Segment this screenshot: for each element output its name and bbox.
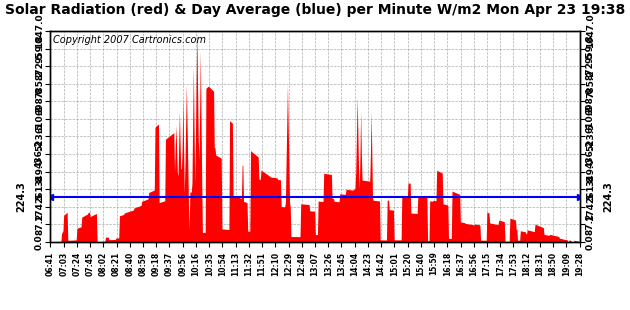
Text: 349.0: 349.0 [35,157,44,186]
Text: 872.5: 872.5 [35,52,44,80]
Text: 261.8: 261.8 [586,175,595,203]
Text: 698.0: 698.0 [586,87,595,115]
Text: 610.8: 610.8 [35,105,44,133]
Text: 959.8: 959.8 [35,34,44,63]
Text: 174.5: 174.5 [35,192,44,221]
Text: 349.0: 349.0 [586,157,595,186]
Text: 523.5: 523.5 [586,122,595,151]
Text: 872.5: 872.5 [586,52,595,80]
Text: 785.2: 785.2 [35,69,44,98]
Text: 1047.0: 1047.0 [35,14,44,48]
Text: 610.8: 610.8 [586,105,595,133]
Text: 1047.0: 1047.0 [586,14,595,48]
Text: 959.8: 959.8 [586,34,595,63]
Text: 87.2: 87.2 [586,213,595,235]
Text: 523.5: 523.5 [35,122,44,151]
Text: Copyright 2007 Cartronics.com: Copyright 2007 Cartronics.com [53,35,206,45]
Text: 87.2: 87.2 [35,213,44,235]
Text: 698.0: 698.0 [35,87,44,115]
Text: 436.2: 436.2 [586,140,595,168]
Text: 436.2: 436.2 [35,140,44,168]
Text: Solar Radiation (red) & Day Average (blue) per Minute W/m2 Mon Apr 23 19:38: Solar Radiation (red) & Day Average (blu… [5,3,625,17]
Text: 261.8: 261.8 [35,175,44,203]
Text: 224.3: 224.3 [604,181,614,212]
Text: 0.0: 0.0 [35,234,44,250]
Text: 785.2: 785.2 [586,69,595,98]
Text: 224.3: 224.3 [16,181,26,212]
Text: 174.5: 174.5 [586,192,595,221]
Text: 0.0: 0.0 [586,234,595,250]
